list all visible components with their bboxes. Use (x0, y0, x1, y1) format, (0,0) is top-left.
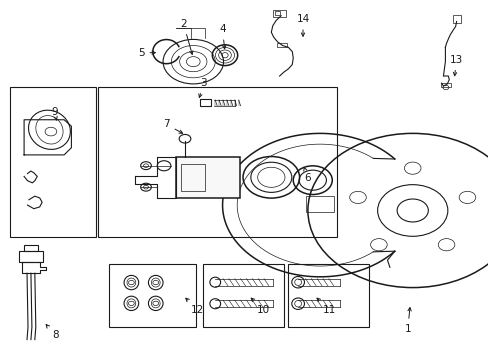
Text: 6: 6 (303, 167, 310, 183)
Bar (288, 264, 368, 327)
Text: 5: 5 (138, 48, 155, 58)
Text: 14: 14 (296, 14, 309, 36)
Bar (277, 43, 286, 47)
Bar (19, 251, 43, 262)
Text: 8: 8 (46, 325, 59, 340)
Bar (176, 157, 239, 198)
Text: 12: 12 (185, 298, 203, 315)
Bar (203, 264, 283, 327)
Bar (306, 197, 333, 212)
Text: 2: 2 (180, 19, 193, 54)
Text: 7: 7 (163, 120, 182, 133)
Bar (440, 83, 450, 87)
Text: 13: 13 (449, 55, 462, 76)
Text: 9: 9 (51, 107, 58, 120)
Bar (274, 12, 279, 15)
Bar (452, 15, 460, 23)
Bar (199, 99, 211, 107)
Bar (109, 264, 195, 327)
Bar (10, 87, 96, 237)
Bar (181, 164, 205, 191)
Text: 4: 4 (219, 24, 225, 49)
Text: 1: 1 (404, 307, 410, 334)
Text: 10: 10 (251, 298, 269, 315)
Bar (272, 10, 286, 17)
Text: 3: 3 (199, 78, 207, 98)
Bar (98, 87, 336, 237)
Bar (23, 244, 38, 251)
Text: 11: 11 (316, 298, 335, 315)
